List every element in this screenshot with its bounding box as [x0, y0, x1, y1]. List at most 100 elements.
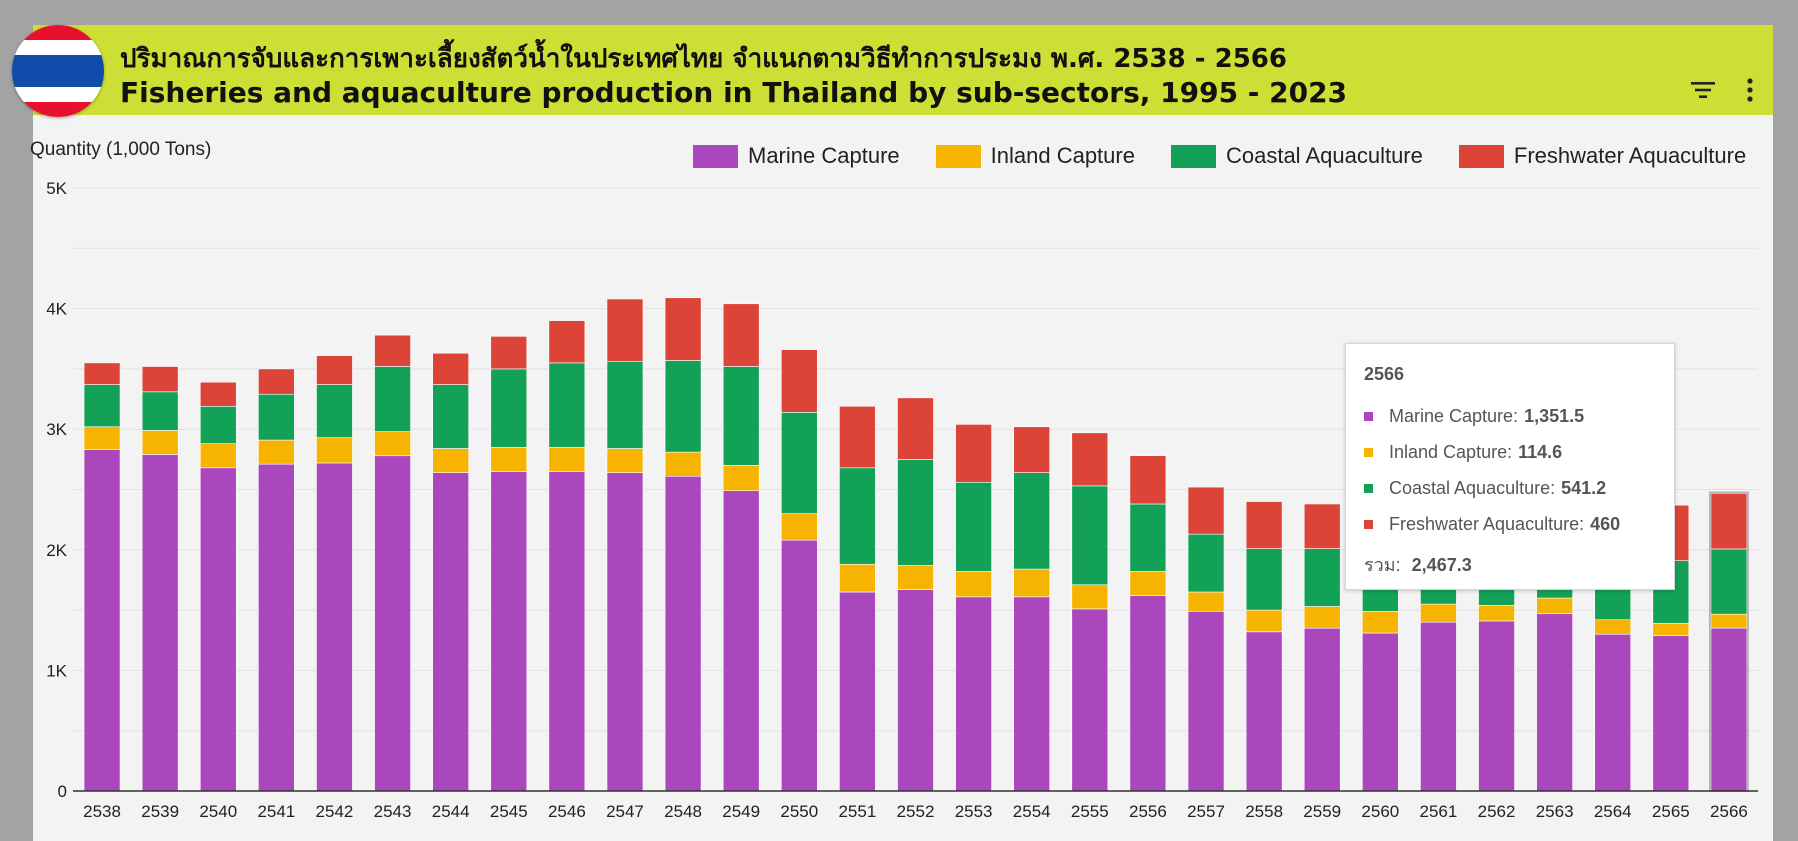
bar-coastal-2556: [1129, 503, 1167, 572]
x-tick-label-2553: 2553: [955, 802, 993, 821]
bar-marine-2552: [897, 589, 934, 792]
x-tick-label-2557: 2557: [1187, 802, 1225, 821]
chart-legend: Marine Capture Inland Capture Coastal Aq…: [693, 141, 1746, 171]
tooltip-value-coastal: 541.2: [1561, 478, 1607, 498]
bar-marine-2562: [1478, 620, 1515, 792]
tooltip-row-marine: Marine Capture: 1,351.5: [1364, 406, 1584, 427]
bar-inland-2548: [664, 451, 702, 477]
bar-freshwater-2543: [374, 334, 411, 367]
legend-label-coastal: Coastal Aquaculture: [1225, 143, 1423, 168]
legend-item-marine[interactable]: Marine Capture: [693, 143, 900, 169]
bar-freshwater-2541: [258, 368, 295, 395]
bar-freshwater-2555: [1071, 432, 1109, 487]
bar-coastal-2540: [199, 405, 237, 444]
bar-freshwater-2546: [548, 320, 586, 364]
bar-freshwater-2549: [722, 303, 760, 367]
tooltip-dot-inland: [1364, 448, 1373, 457]
legend-label-marine: Marine Capture: [748, 143, 900, 168]
tooltip-value-marine: 1,351.5: [1524, 406, 1585, 426]
bar-coastal-2544: [432, 384, 469, 449]
bar-freshwater-2552: [897, 397, 934, 460]
bar-inland-2552: [897, 565, 934, 590]
bar-marine-2556: [1129, 595, 1167, 792]
bar-marine-2554: [1013, 596, 1051, 792]
legend-item-inland[interactable]: Inland Capture: [935, 143, 1135, 169]
bar-marine-2543: [374, 455, 411, 792]
bar-marine-2542: [316, 462, 353, 792]
bar-marine-2565: [1652, 635, 1690, 792]
y-tick-label: 3K: [46, 420, 67, 439]
tooltip-row-inland: Inland Capture: 114.6: [1364, 442, 1562, 463]
bar-inland-2555: [1071, 584, 1109, 610]
x-tick-label-2544: 2544: [432, 802, 470, 821]
bar-inland-2550: [780, 513, 818, 541]
bar-marine-2544: [432, 472, 469, 792]
bar-marine-2539: [141, 454, 179, 792]
bar-marine-2538: [83, 449, 121, 792]
more-vert-icon[interactable]: [1745, 78, 1755, 102]
bar-coastal-2551: [839, 467, 876, 565]
tooltip-dot-coastal: [1364, 484, 1373, 493]
legend-swatch-coastal: [1170, 144, 1216, 168]
bar-inland-2541: [258, 439, 295, 465]
legend-swatch-marine: [693, 144, 738, 168]
bar-inland-2558: [1245, 609, 1283, 633]
legend-label-inland: Inland Capture: [990, 143, 1135, 168]
filter-icon[interactable]: [1690, 80, 1716, 100]
tooltip-value-freshwater: 460: [1590, 514, 1621, 534]
bar-marine-2541: [258, 463, 295, 792]
bar-inland-2559: [1303, 606, 1341, 629]
x-tick-label-2555: 2555: [1071, 802, 1109, 821]
bar-coastal-2541: [258, 393, 295, 441]
bar-marine-2550: [780, 539, 818, 792]
bar-coastal-2548: [664, 360, 702, 453]
x-tick-label-2548: 2548: [664, 802, 702, 821]
bar-inland-2545: [490, 446, 528, 472]
x-tick-label-2562: 2562: [1478, 802, 1516, 821]
legend-item-freshwater[interactable]: Freshwater Aquaculture: [1458, 143, 1746, 169]
bar-coastal-2542: [316, 384, 353, 438]
bar-coastal-2552: [897, 459, 934, 566]
bar-marine-2566: [1710, 627, 1748, 792]
legend-swatch-freshwater: [1458, 144, 1504, 168]
bar-inland-2554: [1013, 568, 1051, 598]
x-tick-label-2549: 2549: [722, 802, 760, 821]
bar-marine-2546: [548, 471, 586, 792]
bar-coastal-2557: [1187, 533, 1225, 593]
bar-inland-2563: [1536, 597, 1573, 615]
bar-coastal-2558: [1245, 548, 1283, 611]
bar-marine-2549: [722, 490, 760, 792]
y-tick-label: 0: [58, 782, 67, 801]
bar-inland-2560: [1362, 611, 1399, 634]
bar-inland-2553: [955, 571, 992, 598]
x-tick-label-2554: 2554: [1013, 802, 1051, 821]
bar-coastal-2555: [1071, 485, 1109, 586]
legend-item-coastal[interactable]: Coastal Aquaculture: [1170, 143, 1423, 169]
tooltip-row-coastal: Coastal Aquaculture: 541.2: [1364, 478, 1606, 499]
x-tick-label-2559: 2559: [1303, 802, 1341, 821]
y-tick-label: 2K: [46, 541, 67, 560]
bar-marine-2560: [1362, 632, 1399, 792]
x-tick-label-2565: 2565: [1652, 802, 1690, 821]
bar-inland-2544: [432, 448, 469, 473]
bar-freshwater-2539: [141, 366, 179, 393]
bar-marine-2545: [490, 471, 528, 792]
bar-freshwater-2566: [1710, 493, 1748, 550]
bar-freshwater-2545: [490, 336, 528, 370]
bar-marine-2547: [606, 472, 644, 792]
x-tick-label-2538: 2538: [83, 802, 121, 821]
bar-marine-2548: [664, 475, 702, 792]
x-tick-label-2556: 2556: [1129, 802, 1167, 821]
title-english: Fisheries and aquaculture production in …: [120, 76, 1348, 109]
x-tick-label-2545: 2545: [490, 802, 528, 821]
bar-freshwater-2551: [839, 405, 876, 469]
title-thai: ปริมาณการจับและการเพาะเลี้ยงสัตว์น้ำในปร…: [120, 44, 1287, 74]
chart-tooltip: 2566 Marine Capture: 1,351.5 Inland Capt…: [1345, 343, 1675, 590]
x-tick-label-2552: 2552: [897, 802, 935, 821]
bar-marine-2564: [1594, 633, 1632, 792]
x-tick-label-2563: 2563: [1536, 802, 1574, 821]
bar-marine-2540: [199, 467, 237, 792]
bar-marine-2557: [1187, 611, 1225, 792]
bar-freshwater-2550: [780, 349, 818, 413]
